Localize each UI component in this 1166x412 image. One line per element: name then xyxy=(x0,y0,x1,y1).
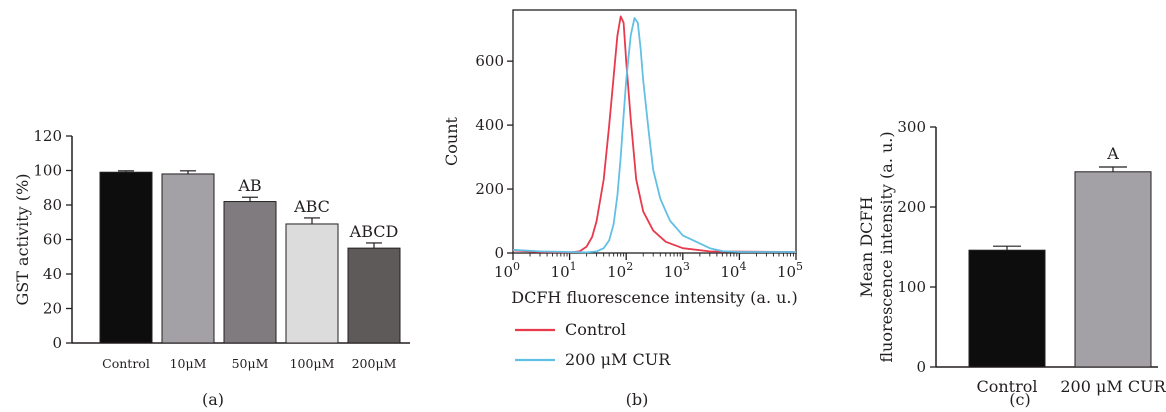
panel-a-gst-activity: 0 20 40 60 80 100 120 Control 10μM AB 50μM ABC 100μM… xyxy=(13,127,410,409)
y-tick-label: 400 xyxy=(475,116,504,134)
y-tick-label: 300 xyxy=(897,118,926,136)
bar xyxy=(161,173,215,344)
y-tick-label: 20 xyxy=(43,300,62,318)
panel-label: (c) xyxy=(1009,390,1030,409)
bar xyxy=(1074,171,1152,368)
y-tick-label: 0 xyxy=(916,358,926,376)
panel-label: (a) xyxy=(202,390,224,409)
y-axis-label-line1: Mean DCFH xyxy=(857,197,876,298)
panel-b-flow-histogram: 0 200 400 600 100 101 102 103 104 105 DCFH fluores… xyxy=(442,9,803,409)
legend-label: 200 μM CUR xyxy=(565,350,671,369)
bar xyxy=(223,201,277,344)
y-tick-label: 600 xyxy=(475,52,504,70)
x-tick-label: 100μM xyxy=(290,356,335,371)
x-tick-label: Control xyxy=(102,356,150,371)
x-tick-label: Control xyxy=(976,377,1037,396)
significance-label: ABC xyxy=(293,197,330,216)
y-axis-label: Count xyxy=(442,116,461,165)
plot-frame xyxy=(512,9,797,254)
panel-c-mean-dcfh: 0 100 200 300 Control A 200 μM CUR Mean DCFH flu… xyxy=(857,118,1166,409)
y-axis-label: GST activity (%) xyxy=(13,174,32,306)
y-tick-label: 60 xyxy=(43,231,62,249)
y-tick-label: 120 xyxy=(33,127,62,145)
x-axis-label: DCFH fluorescence intensity (a. u.) xyxy=(511,288,798,307)
legend-label: Control xyxy=(565,320,626,339)
x-tick-label: 104 xyxy=(720,260,746,281)
series-line xyxy=(512,17,796,254)
bar xyxy=(968,249,1046,368)
significance-label: ABCD xyxy=(349,222,399,241)
y-tick-label: 200 xyxy=(475,180,504,198)
x-tick-label: 50μM xyxy=(232,356,269,371)
y-tick-label: 200 xyxy=(897,198,926,216)
series-line xyxy=(512,15,797,254)
y-axis-label-line2: fluorescence intensity (a. u.) xyxy=(877,131,896,362)
significance-label: A xyxy=(1106,144,1119,163)
x-tick-label: 200μM xyxy=(352,356,397,371)
y-tick-label: 80 xyxy=(43,196,62,214)
y-tick-label: 0 xyxy=(494,244,504,262)
y-tick-label: 100 xyxy=(897,278,926,296)
y-tick-label: 100 xyxy=(33,162,62,180)
x-tick-label: 102 xyxy=(607,260,633,281)
x-tick-label: 10μM xyxy=(170,356,207,371)
x-tick-label: 200 μM CUR xyxy=(1060,377,1166,396)
x-tick-label: 100 xyxy=(494,260,520,281)
x-tick-label: 103 xyxy=(664,260,690,281)
x-tick-label: 101 xyxy=(551,260,577,281)
bar xyxy=(99,171,153,344)
x-tick-label: 105 xyxy=(777,260,803,281)
y-tick-label: 40 xyxy=(43,265,62,283)
bar xyxy=(347,247,401,344)
significance-label: AB xyxy=(237,176,261,195)
bar xyxy=(285,223,339,344)
y-tick-label: 0 xyxy=(52,334,62,352)
panel-label: (b) xyxy=(626,390,649,409)
